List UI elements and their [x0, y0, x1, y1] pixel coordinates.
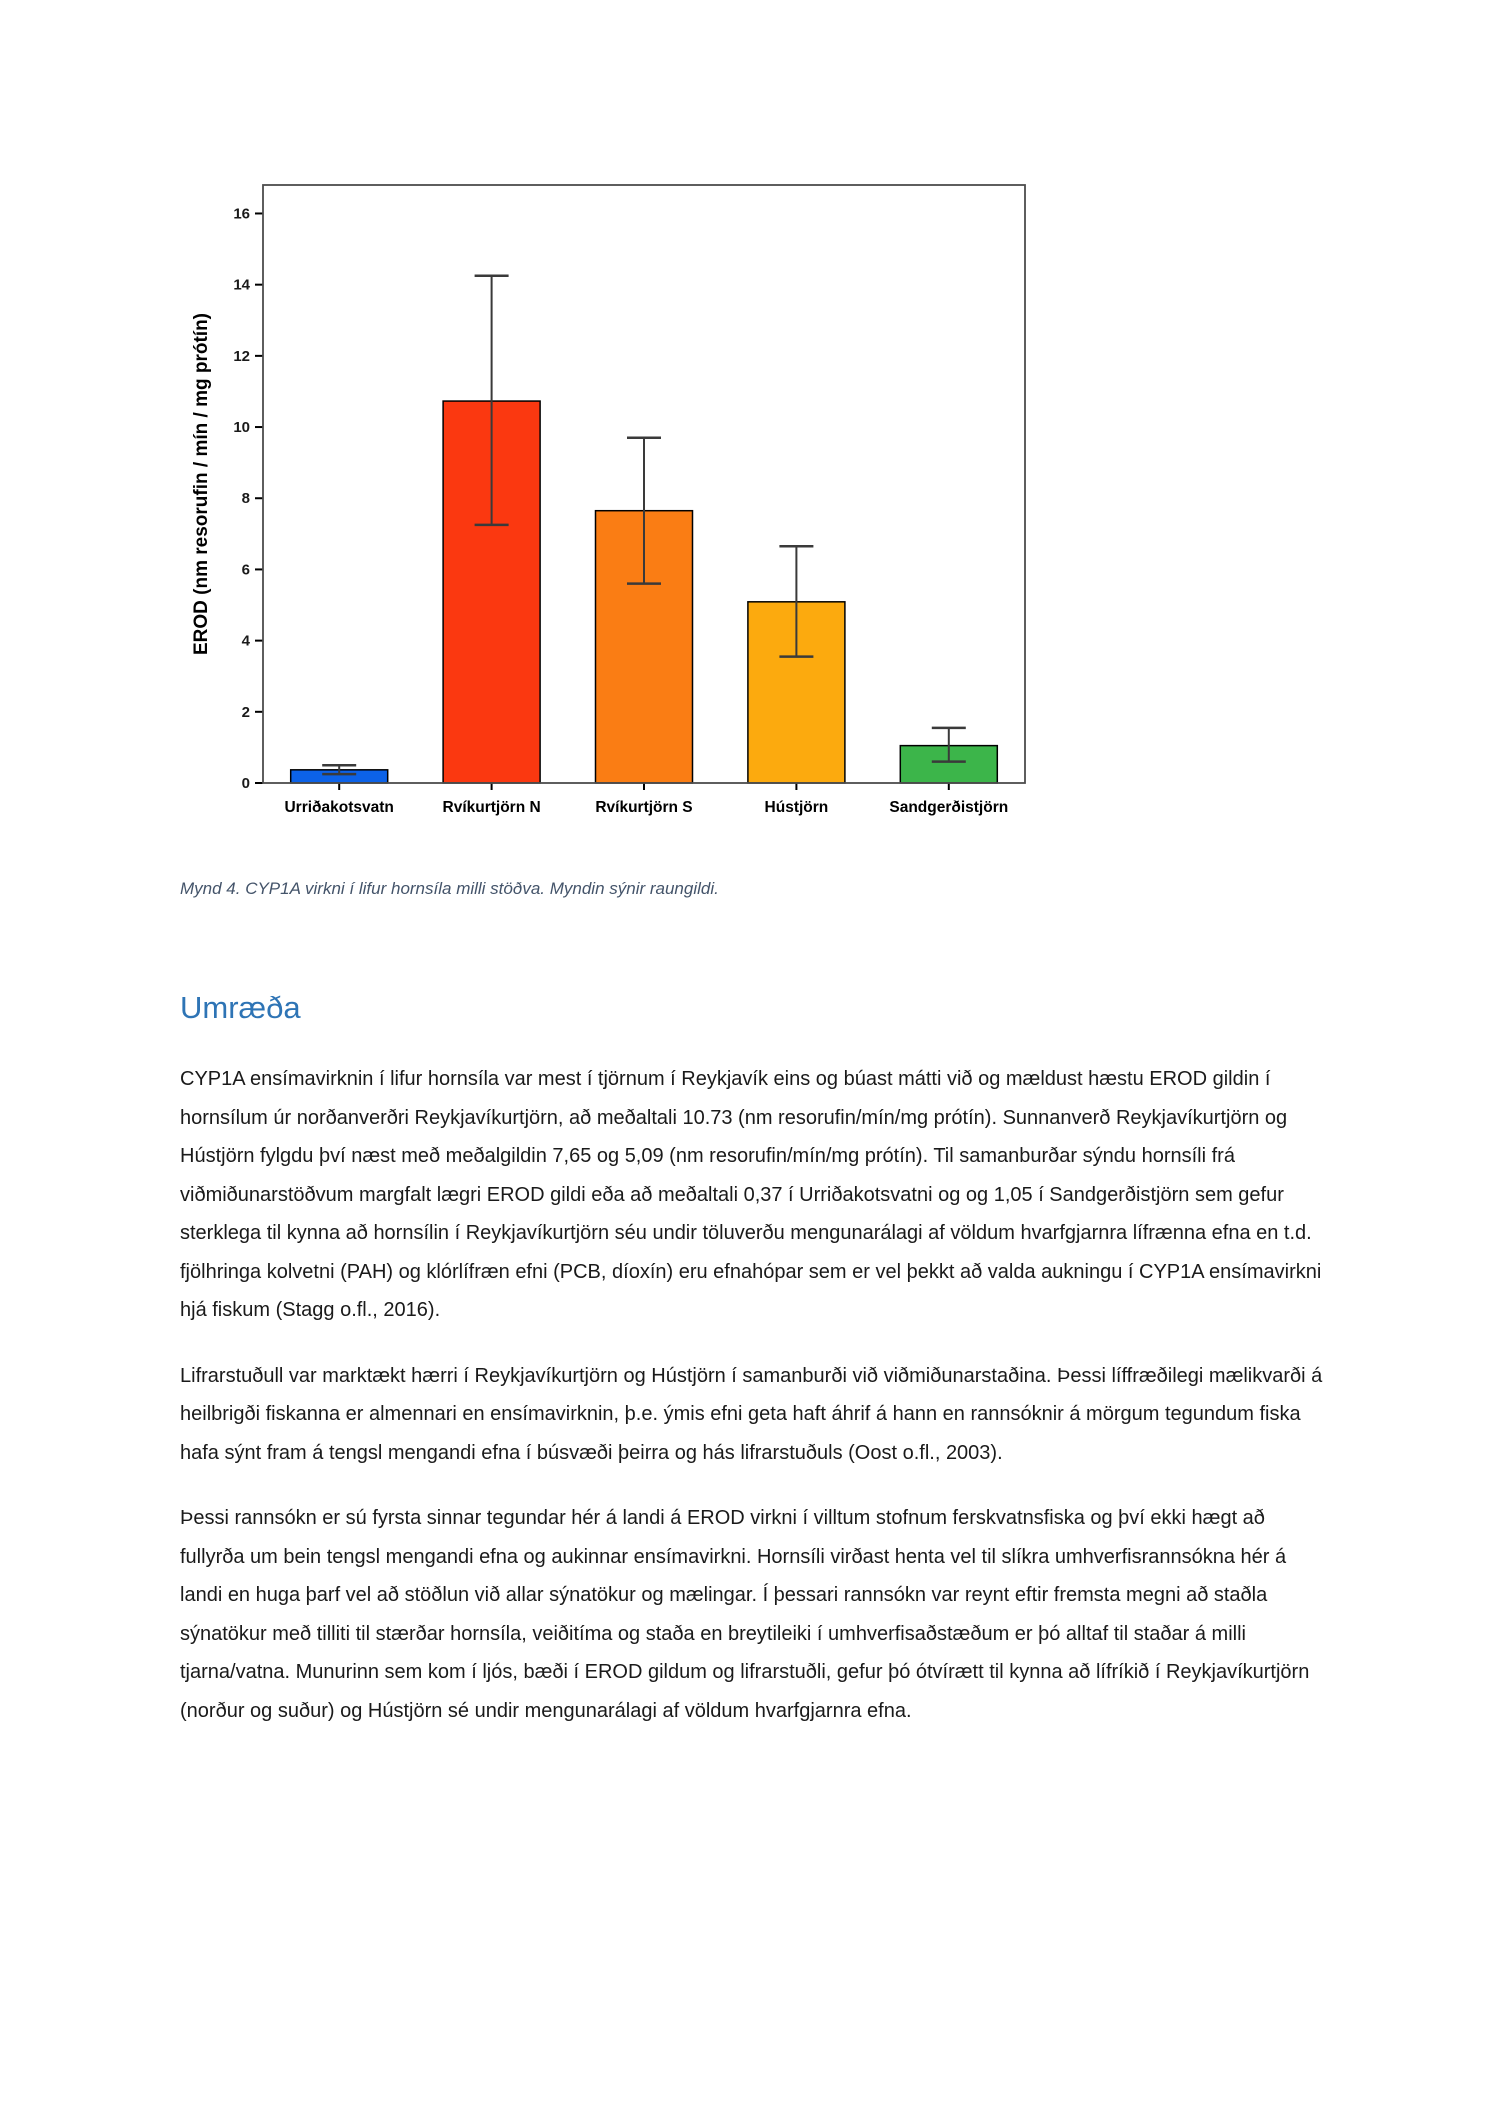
y-tick-label: 0	[242, 775, 250, 792]
x-category-label: Sandgerðistjörn	[889, 799, 1008, 816]
erod-bar-chart-svg: 0 2 4 6 8 10 12 14 16 Urriðakotsvatn Rvíkurtjörn N…	[191, 184, 1026, 816]
y-tick-label: 2	[242, 704, 250, 721]
body-paragraph: CYP1A ensímavirknin í lifur hornsíla var…	[180, 1068, 1322, 1321]
y-tick-label: 8	[242, 490, 250, 507]
discussion-section: Umræða CYP1A ensímavirknin í lifur horns…	[180, 990, 1325, 1757]
figure-caption: Mynd 4. CYP1A virkni í lifur hornsíla mi…	[180, 879, 719, 898]
y-tick-label: 16	[233, 205, 250, 222]
y-tick-label: 4	[242, 633, 251, 650]
x-category-label: Rvíkurtjörn N	[443, 799, 541, 816]
body-paragraph: Lifrarstuðull var marktækt hærri í Reykj…	[180, 1364, 1323, 1464]
body-paragraph: Þessi rannsókn er sú fyrsta sinnar tegun…	[180, 1507, 1310, 1722]
section-heading: Umræða	[180, 990, 301, 1025]
x-category-label: Rvíkurtjörn S	[595, 799, 692, 816]
x-category-label: Urriðakotsvatn	[284, 799, 393, 816]
y-axis-title: EROD (nm resorufin / mín / mg prótín)	[191, 313, 212, 655]
y-tick-label: 12	[233, 348, 250, 365]
y-tick-label: 14	[233, 277, 250, 294]
erod-bar-chart: 0 2 4 6 8 10 12 14 16 Urriðakotsvatn Rvíkurtjörn N…	[185, 140, 1065, 840]
x-category-label: Hústjörn	[765, 799, 829, 816]
y-tick-label: 6	[242, 561, 250, 578]
y-tick-label: 10	[233, 419, 250, 436]
plot-frame	[262, 184, 1026, 784]
